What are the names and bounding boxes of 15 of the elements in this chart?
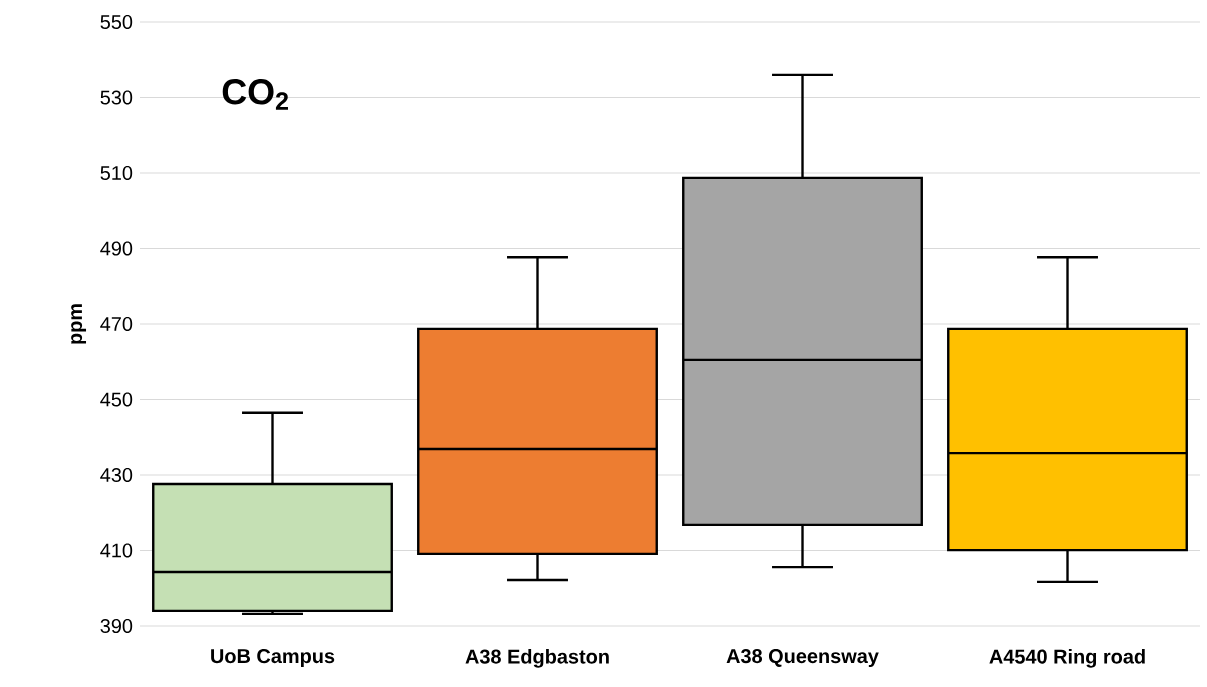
y-tick-label: 510 <box>100 165 133 181</box>
text: CO$_{2}$ <box>222 79 288 110</box>
x-tick-label: A38 Edgbaston <box>465 649 609 668</box>
y-tick-label: 530 <box>100 90 133 105</box>
y-tick-label: 430 <box>100 467 133 483</box>
y-tick-label: 550 <box>100 14 133 30</box>
y-tick-label: 410 <box>100 543 133 558</box>
x-tick-label: A38 Queensway <box>726 649 879 668</box>
y-tick-label: 450 <box>100 392 133 407</box>
x-tick-label: A4540 Ring road <box>989 649 1145 668</box>
x-tick-label: UoB Campus <box>211 649 335 668</box>
y-tick-label: 390 <box>100 618 133 634</box>
y-axis-title: ppm <box>71 304 87 344</box>
y-tick-label: 490 <box>100 241 133 256</box>
y-tick-label: 470 <box>100 316 133 332</box>
